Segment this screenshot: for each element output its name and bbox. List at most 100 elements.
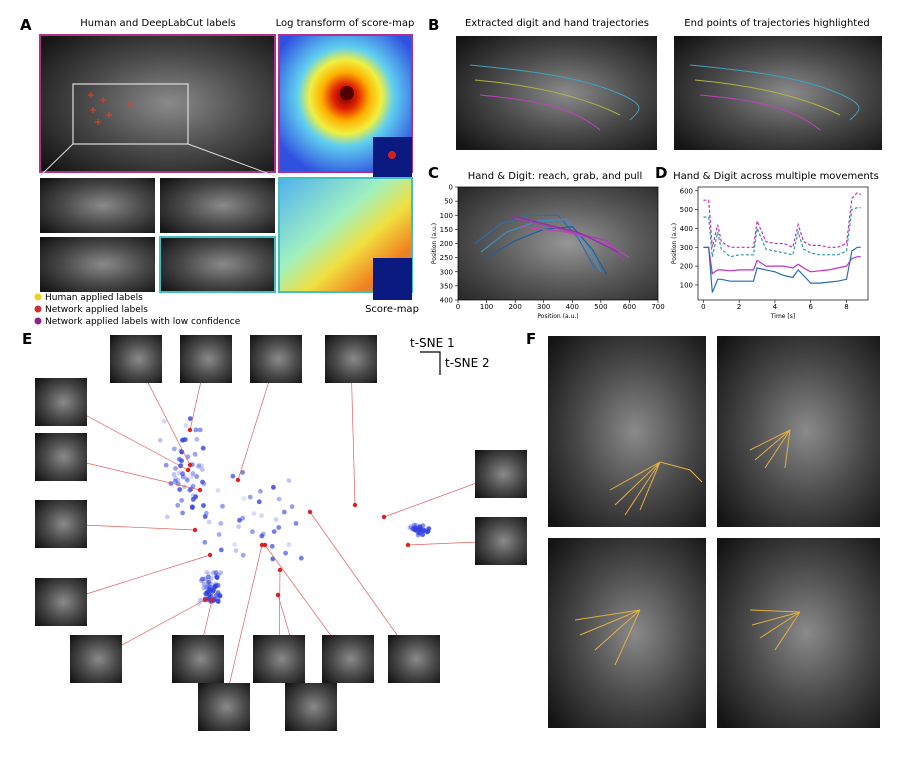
tsne-point	[271, 529, 277, 534]
photo	[39, 34, 276, 173]
tsne-point	[281, 509, 287, 515]
legend-swatch	[34, 305, 42, 313]
highlight-point	[187, 462, 193, 468]
y-tick-label: 300	[440, 268, 453, 276]
thumbnail	[35, 578, 87, 626]
tsne-point	[206, 574, 211, 580]
tsne-point	[164, 514, 170, 520]
tsne-point	[204, 584, 209, 590]
panel-title: End points of trajectories highlighted	[684, 18, 869, 29]
series-line	[480, 218, 602, 273]
tsne-point	[250, 529, 255, 535]
tsne-point	[196, 462, 202, 468]
thumbnail	[475, 517, 527, 565]
tsne-point	[214, 574, 219, 580]
x-tick-label: 2	[737, 303, 741, 311]
tsne-point	[182, 484, 187, 490]
tsne-point	[163, 462, 169, 468]
x-tick-label: 200	[508, 303, 521, 311]
peak	[340, 86, 354, 100]
series-line	[509, 214, 619, 253]
y-tick-label: 400	[680, 225, 693, 233]
tsne-point	[189, 474, 195, 480]
tsne-point	[197, 427, 203, 433]
y-tick-label: 300	[680, 244, 693, 252]
panel-label: C	[428, 164, 439, 182]
tsne-point	[185, 477, 190, 483]
x-tick-label: 6	[809, 303, 814, 311]
photo	[717, 538, 880, 728]
x-tick-label: 600	[623, 303, 636, 311]
panel-label: D	[655, 164, 667, 182]
y-tick-label: 250	[440, 254, 453, 262]
tsne-point	[204, 510, 209, 516]
y-tick-label: 0	[449, 184, 453, 192]
tsne-point	[168, 481, 174, 486]
tsne-point	[247, 494, 253, 500]
highlight-point	[187, 427, 193, 433]
tsne-point	[180, 510, 186, 516]
x-tick-label: 4	[773, 303, 778, 311]
tsne-point	[180, 437, 185, 443]
tsne-point	[271, 484, 276, 490]
tsne-point	[202, 514, 208, 519]
series-line	[703, 207, 861, 258]
x-tick-label: 700	[651, 303, 664, 311]
score-peak	[388, 151, 396, 159]
tsne-point	[199, 467, 205, 472]
thumbnail	[253, 635, 305, 683]
link-line	[350, 358, 356, 506]
series-line	[703, 246, 861, 293]
series-line	[703, 191, 862, 249]
tsne-point	[230, 473, 236, 479]
trajectory-overlay	[469, 64, 860, 131]
photo-background	[458, 187, 658, 300]
highlight-point	[185, 467, 191, 473]
tsne-point	[200, 445, 206, 451]
highlight-point	[277, 567, 283, 573]
legend-label: Network applied labels	[45, 305, 148, 315]
tsne-point	[286, 478, 292, 483]
y-tick-label: 50	[444, 198, 453, 206]
highlight-point	[209, 597, 215, 603]
tsne-point	[417, 524, 423, 529]
highlight-point	[192, 527, 198, 533]
y-tick-label: 200	[680, 263, 693, 271]
x-tick-label: 300	[537, 303, 550, 311]
score-map-label: Score-map	[365, 304, 419, 315]
y-axis-label: Position (a.u.)	[671, 223, 678, 264]
y-tick-label: 100	[440, 212, 453, 220]
tsne-point	[206, 519, 212, 525]
tsne-point	[161, 418, 167, 424]
highlight-point	[197, 487, 203, 493]
highlight-point	[235, 477, 241, 483]
series-line	[520, 226, 630, 259]
tsne-point	[190, 504, 195, 510]
highlight-point	[275, 592, 281, 598]
highlight-point	[381, 514, 387, 520]
tsne-point	[276, 496, 282, 502]
tsne-point	[175, 502, 181, 508]
tsne-point	[208, 581, 214, 586]
tsne-point	[286, 542, 292, 547]
tsne-point	[419, 528, 424, 534]
tsne-point	[213, 570, 219, 575]
thumbnail	[35, 378, 87, 426]
photo	[548, 336, 706, 527]
tsne-point	[172, 478, 178, 484]
tsne-point	[213, 583, 218, 589]
plot-frame	[697, 186, 869, 301]
tsne-point	[200, 576, 205, 582]
thumbnail	[35, 500, 87, 548]
tsne-point	[201, 503, 206, 508]
highlight-point	[405, 542, 411, 548]
thumbnail	[250, 335, 302, 383]
tsne-point	[206, 579, 211, 585]
tsne-point	[276, 525, 282, 530]
tsne-point	[216, 532, 222, 537]
y-tick-label: 350	[440, 282, 453, 290]
highlight-point	[352, 502, 358, 508]
tsne-point	[425, 528, 431, 534]
y-axis-label: Position (a.u.)	[431, 223, 438, 264]
